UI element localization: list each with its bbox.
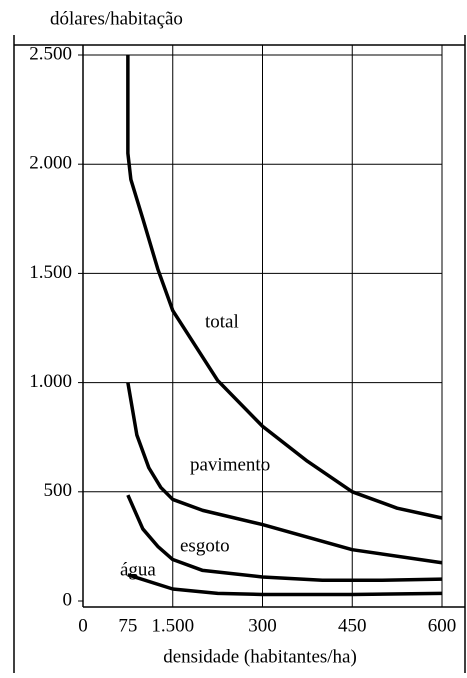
y-axis-label: dólares/habitação xyxy=(50,8,183,29)
x-tick-label: 75 xyxy=(118,615,137,636)
series-label: esgoto xyxy=(180,535,230,556)
series-label: pavimento xyxy=(190,454,270,475)
series-label: total xyxy=(205,311,239,332)
series-label: água xyxy=(120,559,156,580)
y-tick-label: 1.500 xyxy=(29,262,72,283)
line-series xyxy=(127,573,443,597)
x-tick-label: 300 xyxy=(248,615,277,636)
y-tick-label: 500 xyxy=(44,480,73,501)
x-tick-label: 600 xyxy=(428,615,457,636)
line-series xyxy=(126,55,443,520)
x-axis-label: densidade (habitantes/ha) xyxy=(163,646,357,667)
x-tick-label: 0 xyxy=(78,615,88,636)
y-tick-label: 2.000 xyxy=(29,153,72,174)
y-tick-label: 1.000 xyxy=(29,371,72,392)
line-series xyxy=(126,382,443,565)
y-tick-label: 0 xyxy=(63,589,73,610)
x-tick-label: 1.500 xyxy=(151,615,194,636)
x-tick-label: 450 xyxy=(338,615,367,636)
line-series xyxy=(126,494,443,583)
y-tick-label: 2.500 xyxy=(29,43,72,64)
